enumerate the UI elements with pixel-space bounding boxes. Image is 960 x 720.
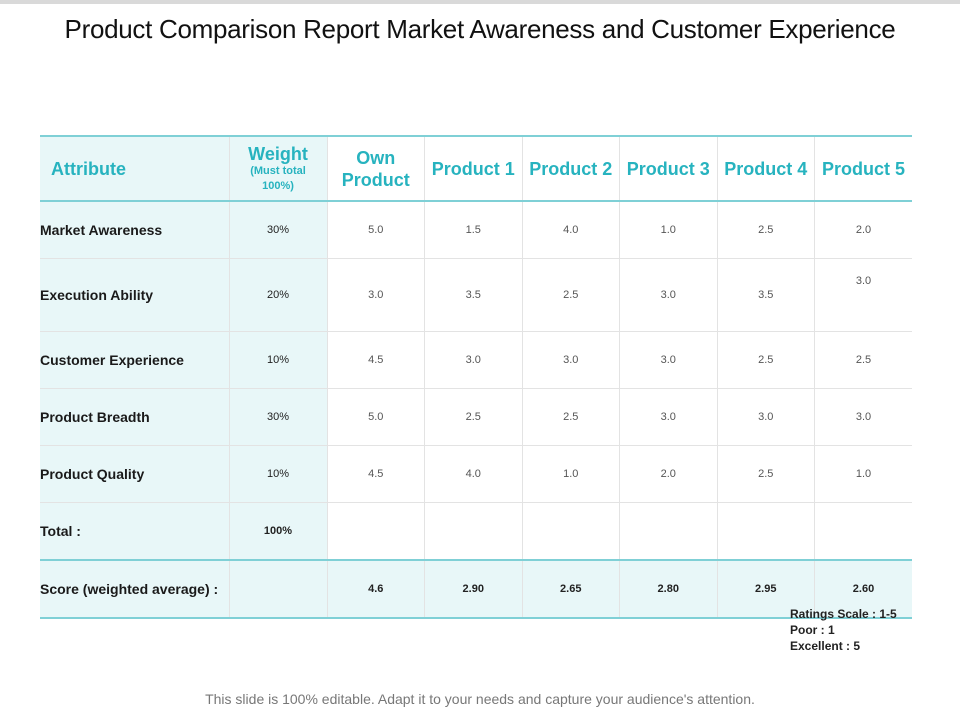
empty-cell xyxy=(424,502,523,561)
cell-product-2: 4.0 xyxy=(522,201,620,259)
cell-product-5: 2.5 xyxy=(814,331,912,389)
cell-product-1: 2.5 xyxy=(424,388,523,446)
cell-product-2: 1.0 xyxy=(522,445,620,503)
ratings-excellent: Excellent : 5 xyxy=(790,639,861,653)
table-row: Customer Experience 10% 4.5 3.0 3.0 3.0 … xyxy=(40,331,912,389)
score-row: Score (weighted average) : 4.6 2.90 2.65… xyxy=(40,559,912,619)
cell-product-1: 3.0 xyxy=(424,331,523,389)
table-row: Execution Ability 20% 3.0 3.5 2.5 3.0 3.… xyxy=(40,258,912,332)
table-row: Product Quality 10% 4.5 4.0 1.0 2.0 2.5 … xyxy=(40,445,912,503)
cell-product-1: 4.0 xyxy=(424,445,523,503)
row-weight: 30% xyxy=(229,201,328,259)
cell-product-4: 3.5 xyxy=(717,258,815,332)
score-product-2: 2.65 xyxy=(522,559,620,619)
empty-cell xyxy=(522,502,620,561)
cell-product-1: 1.5 xyxy=(424,201,523,259)
cell-product-5: 3.0 xyxy=(814,258,912,332)
cell-product-2: 2.5 xyxy=(522,258,620,332)
cell-product-4: 3.0 xyxy=(717,388,815,446)
row-weight: 10% xyxy=(229,331,328,389)
ratings-notes: Ratings Scale : 1-5 Poor : 1 Excellent :… xyxy=(790,606,897,654)
cell-own-product: 3.0 xyxy=(327,258,425,332)
score-product-3: 2.80 xyxy=(619,559,718,619)
header-product-3: Product 3 xyxy=(619,135,718,202)
cell-product-5: 2.0 xyxy=(814,201,912,259)
empty-cell xyxy=(814,502,912,561)
row-weight: 10% xyxy=(229,445,328,503)
row-attribute: Customer Experience xyxy=(40,331,230,389)
cell-own-product: 5.0 xyxy=(327,388,425,446)
footer-note: This slide is 100% editable. Adapt it to… xyxy=(205,691,755,707)
row-attribute: Execution Ability xyxy=(40,258,230,332)
score-product-5: 2.60 xyxy=(814,559,912,619)
cell-product-3: 1.0 xyxy=(619,201,718,259)
header-product-4: Product 4 xyxy=(717,135,815,202)
cell-own-product: 5.0 xyxy=(327,201,425,259)
cell-product-3: 3.0 xyxy=(619,331,718,389)
header-product-2: Product 2 xyxy=(522,135,620,202)
score-weight-empty xyxy=(229,559,328,619)
cell-product-3: 3.0 xyxy=(619,258,718,332)
cell-product-4: 2.5 xyxy=(717,445,815,503)
page-title: Product Comparison Report Market Awarene… xyxy=(64,14,896,44)
empty-cell xyxy=(717,502,815,561)
score-label: Score (weighted average) : xyxy=(40,559,230,619)
cell-own-product: 4.5 xyxy=(327,331,425,389)
cell-product-2: 2.5 xyxy=(522,388,620,446)
header-own-product-label: Own Product xyxy=(341,147,410,190)
table-row: Product Breadth 30% 5.0 2.5 2.5 3.0 3.0 … xyxy=(40,388,912,446)
cell-product-5: 3.0 xyxy=(814,388,912,446)
ratings-scale: Ratings Scale : 1-5 xyxy=(790,607,897,621)
row-weight: 30% xyxy=(229,388,328,446)
cell-own-product: 4.5 xyxy=(327,445,425,503)
table-header-row: Attribute Weight (Must total 100%) Own P… xyxy=(40,135,912,202)
header-product-1: Product 1 xyxy=(424,135,523,202)
header-attribute: Attribute xyxy=(40,135,230,202)
header-weight-note: (Must total 100%) xyxy=(250,164,306,192)
total-row: Total : 100% xyxy=(40,502,912,561)
cell-product-3: 2.0 xyxy=(619,445,718,503)
total-label: Total : xyxy=(40,502,230,561)
header-own-product: Own Product xyxy=(327,135,425,202)
cell-product-4: 2.5 xyxy=(717,331,815,389)
row-attribute: Product Breadth xyxy=(40,388,230,446)
top-divider xyxy=(0,0,960,4)
total-weight: 100% xyxy=(229,502,328,561)
cell-product-3: 3.0 xyxy=(619,388,718,446)
empty-cell xyxy=(327,502,425,561)
score-product-1: 2.90 xyxy=(424,559,523,619)
ratings-poor: Poor : 1 xyxy=(790,623,835,637)
row-weight: 20% xyxy=(229,258,328,332)
score-product-4: 2.95 xyxy=(717,559,815,619)
cell-product-4: 2.5 xyxy=(717,201,815,259)
cell-product-1: 3.5 xyxy=(424,258,523,332)
comparison-table: Attribute Weight (Must total 100%) Own P… xyxy=(40,135,912,619)
header-weight-label: Weight xyxy=(248,143,308,164)
row-attribute: Product Quality xyxy=(40,445,230,503)
row-attribute: Market Awareness xyxy=(40,201,230,259)
cell-product-5: 1.0 xyxy=(814,445,912,503)
header-weight: Weight (Must total 100%) xyxy=(229,135,328,202)
cell-product-2: 3.0 xyxy=(522,331,620,389)
score-own-product: 4.6 xyxy=(327,559,425,619)
header-product-5: Product 5 xyxy=(814,135,912,202)
empty-cell xyxy=(619,502,718,561)
table-row: Market Awareness 30% 5.0 1.5 4.0 1.0 2.5… xyxy=(40,201,912,259)
